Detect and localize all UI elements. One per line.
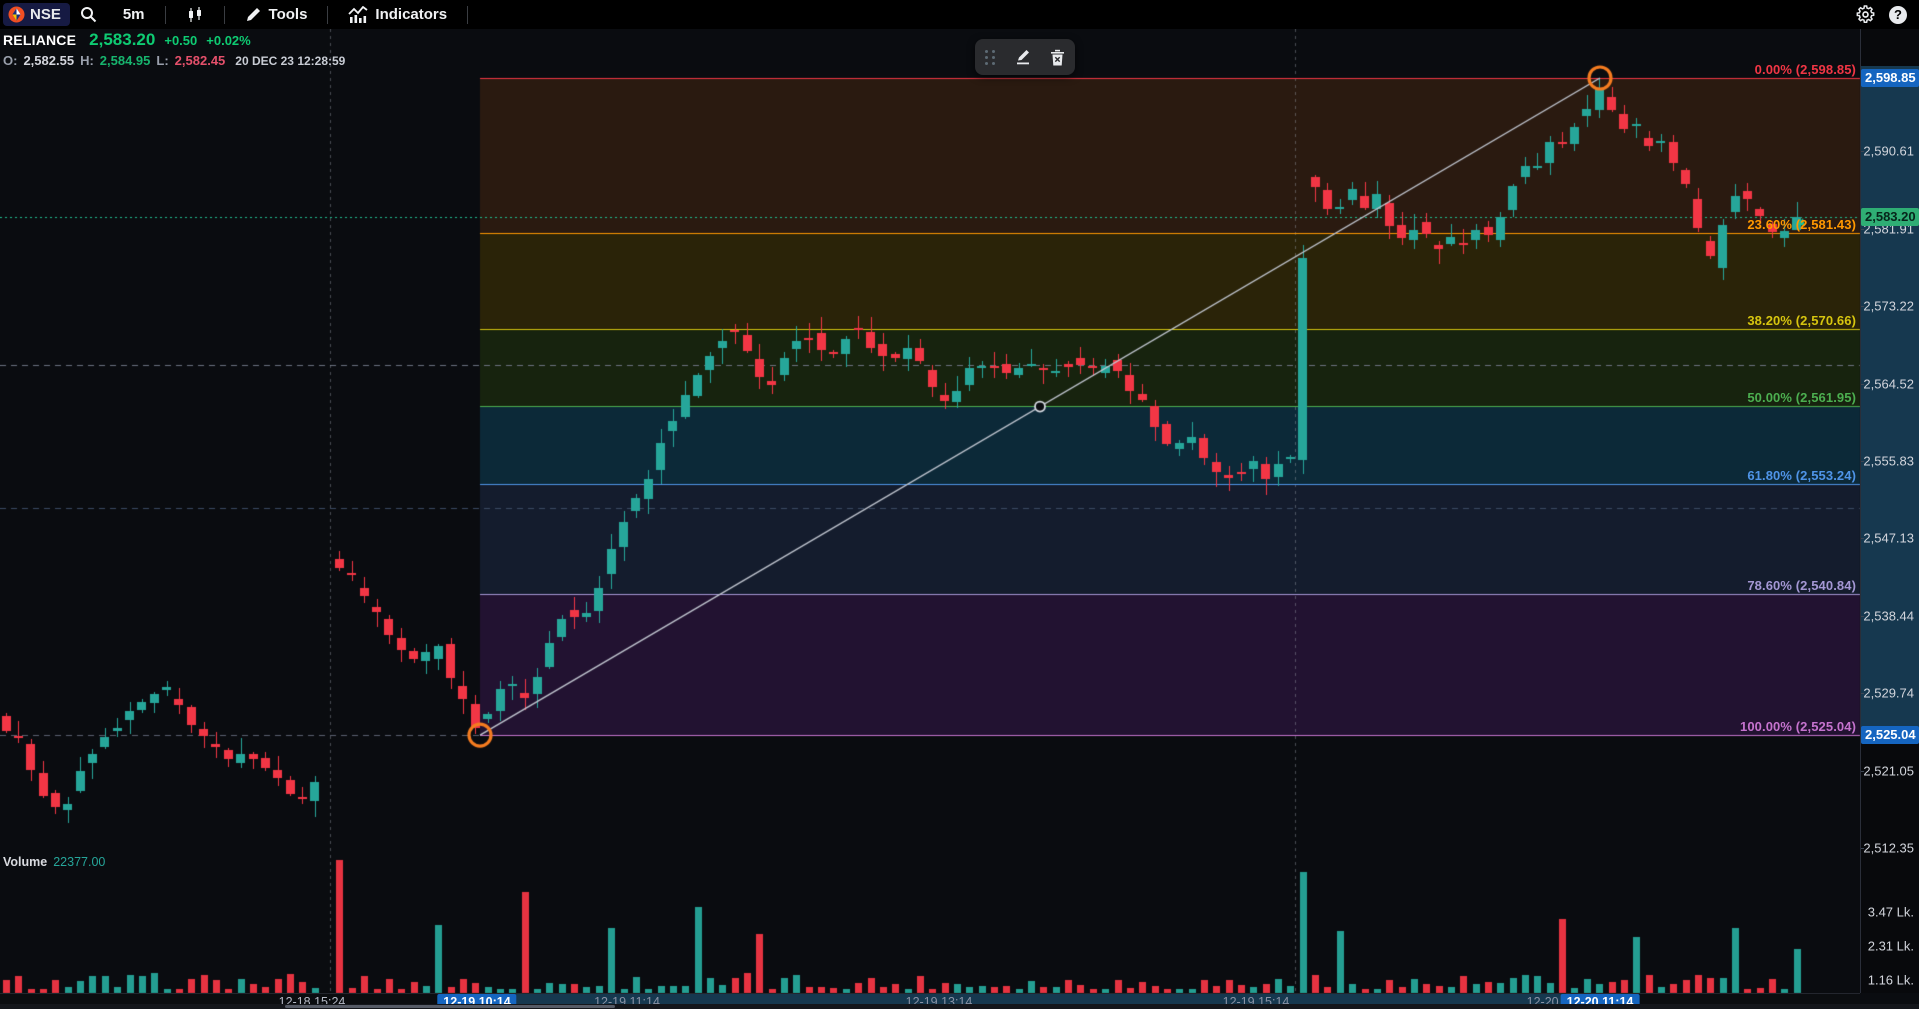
scrollbar-thumb[interactable] — [285, 1005, 615, 1008]
search-icon — [80, 6, 97, 23]
bar-datetime: 20 DEC 23 12:28:59 — [235, 54, 346, 68]
indicators-icon — [348, 5, 368, 24]
low-value: 2,582.45 — [174, 53, 226, 68]
drawing-toolbar — [975, 39, 1075, 75]
candlestick-chart-icon — [186, 6, 204, 24]
tools-button[interactable]: Tools — [235, 0, 318, 29]
toolbar-divider — [327, 5, 329, 24]
price-axis-tick: 2,590.61 — [1863, 143, 1914, 159]
search-button[interactable] — [70, 0, 107, 29]
price-axis-tickmark — [1860, 770, 1864, 772]
volume-axis-tick: 2.31 Lk. — [1867, 938, 1914, 954]
exchange-selector[interactable]: NSE — [3, 3, 70, 26]
instrument-ticker: RELIANCE 2,583.20 +0.50 +0.02% O: 2,582.… — [3, 31, 345, 67]
price-axis-tickmark — [1860, 538, 1864, 540]
toolbar-divider — [467, 5, 469, 24]
price-change-pct: +0.02% — [206, 33, 251, 48]
price-axis-tick: 2,555.83 — [1863, 453, 1914, 469]
last-price-chip: 2,583.20 — [1861, 208, 1919, 227]
pencil-icon — [245, 6, 262, 23]
open-value: 2,582.55 — [23, 53, 75, 68]
volume-axis-tick: 3.47 Lk. — [1867, 904, 1914, 920]
high-label: H: — [80, 53, 94, 68]
volume-value: 22377.00 — [53, 855, 106, 869]
drag-handle-icon[interactable] — [985, 49, 996, 65]
timeframe-label: 5m — [122, 6, 145, 23]
fib-level-label[interactable]: 50.00% (2,561.95) — [1747, 390, 1856, 406]
price-axis-tick: 2,512.35 — [1863, 840, 1914, 856]
price-axis-tickmark — [1860, 615, 1864, 617]
toolbar-divider — [164, 5, 166, 24]
volume-axis-tick: 1.16 Lk. — [1867, 972, 1914, 988]
price-axis-tick: 2,573.22 — [1863, 298, 1914, 314]
price-axis-tick: 2,538.44 — [1863, 608, 1914, 624]
fib-level-label[interactable]: 0.00% (2,598.85) — [1754, 62, 1856, 77]
timeframe-button[interactable]: 5m — [107, 0, 155, 29]
price-axis-tick: 2,564.52 — [1863, 376, 1914, 392]
price-axis-tick: 2,547.13 — [1863, 530, 1914, 546]
edit-drawing-icon[interactable] — [1014, 48, 1033, 67]
top-toolbar: NSE 5m — [0, 0, 1919, 29]
low-label: L: — [156, 53, 169, 68]
price-axis-selection-highlight — [1860, 66, 1919, 742]
chart-type-button[interactable] — [176, 0, 214, 29]
open-label: O: — [3, 53, 18, 68]
volume-study-label[interactable]: Volume 22377.00 — [3, 855, 105, 869]
high-value: 2,584.95 — [99, 53, 151, 68]
indicators-button[interactable]: Indicators — [338, 0, 457, 29]
exchange-label: NSE — [30, 6, 61, 23]
price-axis-tickmark — [1860, 151, 1864, 153]
settings-gear-icon[interactable] — [1856, 5, 1875, 24]
price-axis-tick: 2,529.74 — [1863, 685, 1914, 701]
price-axis-tick: 2,521.05 — [1863, 763, 1914, 779]
price-axis-tickmark — [1860, 693, 1864, 695]
fib-level-label[interactable]: 78.60% (2,540.84) — [1747, 578, 1856, 594]
horizontal-scrollbar[interactable] — [0, 1004, 1919, 1009]
toolbar-divider — [223, 5, 225, 24]
fib-price-chip: 2,525.04 — [1861, 726, 1919, 745]
symbol-name: RELIANCE — [3, 32, 77, 48]
last-traded-price: 2,583.20 — [89, 30, 156, 49]
fib-price-chip: 2,598.85 — [1861, 69, 1919, 87]
help-icon[interactable]: ? — [1889, 5, 1907, 24]
price-axis-tickmark — [1860, 306, 1864, 308]
axis-divider — [1860, 29, 1861, 993]
fib-level-label[interactable]: 23.60% (2,581.43) — [1747, 217, 1856, 233]
price-axis-tickmark — [1860, 228, 1864, 230]
price-axis-tickmark — [1860, 460, 1864, 462]
indicators-label: Indicators — [375, 6, 448, 23]
price-axis-tickmark — [1860, 848, 1864, 850]
fib-level-label[interactable]: 61.80% (2,553.24) — [1747, 468, 1856, 484]
nse-logo-icon — [8, 6, 25, 23]
price-axis-tickmark — [1860, 383, 1864, 385]
fib-level-label[interactable]: 38.20% (2,570.66) — [1747, 312, 1856, 328]
delete-drawing-icon[interactable] — [1050, 49, 1065, 66]
tools-label: Tools — [268, 6, 308, 23]
volume-title: Volume — [3, 855, 48, 869]
price-change: +0.50 — [164, 33, 198, 48]
fib-level-label[interactable]: 100.00% (2,525.04) — [1740, 719, 1856, 735]
price-axis[interactable]: 2,590.61 2,581.91 2,573.22 2,564.52 2,555.83… — [1860, 29, 1919, 993]
